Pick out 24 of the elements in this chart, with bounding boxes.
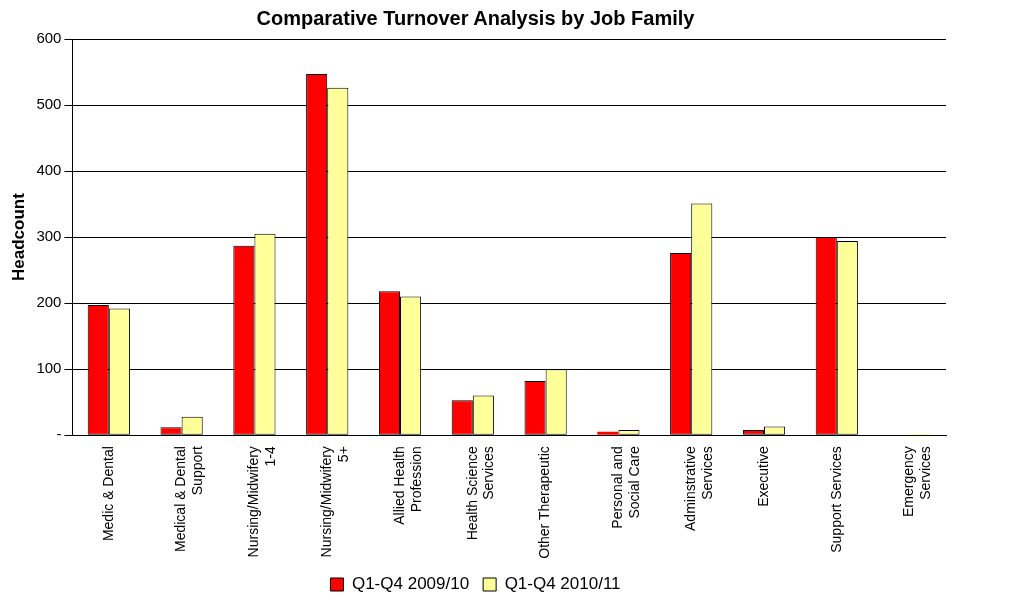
x-tick-label: Emergency Services	[900, 446, 934, 517]
x-tick-label: Medic & Dental	[99, 446, 116, 542]
bar	[597, 431, 619, 435]
y-axis-title: Headcount	[8, 192, 28, 281]
legend-label: Q1-Q4 2009/10	[351, 574, 470, 594]
x-tick-label: Personal and Social Care	[609, 445, 643, 529]
y-tick-label: 300	[36, 227, 62, 245]
y-tick-label: 100	[36, 359, 62, 377]
x-tick-label: Nursing/Midwifery 1-4	[245, 445, 279, 558]
y-tick-label: 200	[36, 293, 62, 311]
x-tick-label: Other Therapeutic	[536, 446, 553, 559]
legend-label: Q1-Q4 2010/11	[504, 574, 621, 594]
x-tick-label: Nursing/Midwifery 5+	[318, 446, 351, 558]
y-tick-label: 400	[36, 161, 62, 179]
y-tick-label: 500	[36, 95, 62, 113]
x-tick-label: Allied Health Profession	[390, 446, 424, 525]
x-tick-label: Executive	[754, 445, 771, 507]
y-tick-label: -	[56, 425, 62, 443]
chart-title: Comparative Turnover Analysis by Job Family	[256, 6, 696, 29]
x-tick-label: Medical & Dental Support	[172, 446, 206, 552]
x-tick-label: Health Science Services	[463, 445, 497, 541]
y-tick-label: 600	[36, 29, 62, 47]
x-tick-label: Adminstrative Services	[682, 445, 715, 531]
x-tick-label: Support Services	[827, 446, 844, 553]
